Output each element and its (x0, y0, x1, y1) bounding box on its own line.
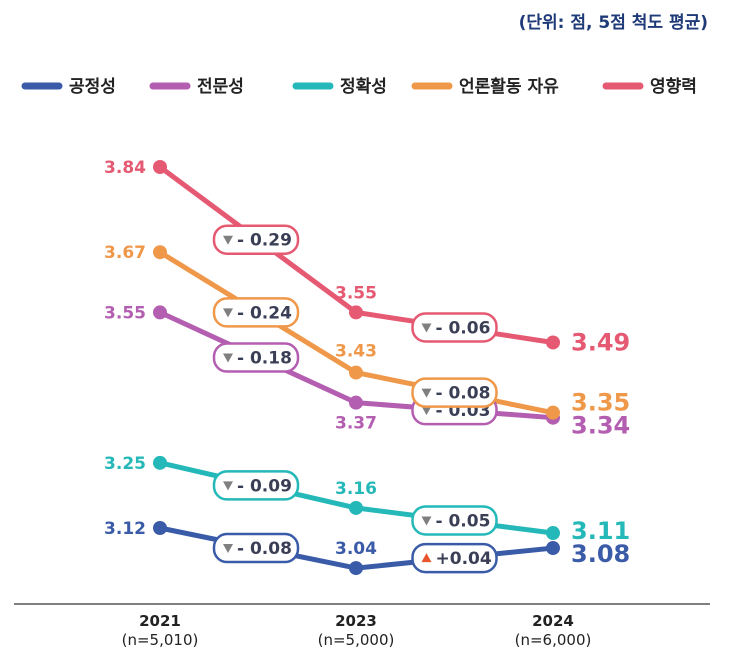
change-value: - 0.08 (237, 539, 292, 559)
point-label: 3.11 (571, 517, 630, 545)
point-label: 3.25 (104, 454, 146, 474)
x-axis-ticks: 2021(n=5,010) 2023(n=5,000) 2024(n=6,000) (122, 612, 592, 649)
change-badge-box (411, 542, 498, 574)
change-badge-box (411, 505, 498, 536)
data-point (153, 455, 167, 470)
unit-note: (단위: 점, 5점 척도 평균) (519, 13, 708, 33)
legend-label: 언론활동 자유 (459, 76, 559, 97)
up-triangle-icon (421, 553, 432, 563)
change-badge: +0.04 (411, 542, 498, 574)
change-badge: - 0.18 (212, 342, 300, 373)
data-point (349, 500, 363, 515)
point-label: 3.12 (104, 519, 146, 539)
down-triangle-icon (223, 544, 233, 554)
change-value: - 0.06 (436, 318, 491, 338)
change-value: - 0.24 (237, 303, 292, 323)
point-label: 3.34 (571, 412, 630, 440)
down-triangle-icon (223, 353, 233, 363)
data-point (349, 365, 363, 380)
x-tick-sublabel: (n=6,000) (515, 631, 592, 649)
data-point (546, 541, 560, 556)
data-point (349, 305, 363, 320)
change-badge: - 0.24 (212, 297, 300, 328)
change-badge-box (212, 532, 300, 564)
point-label: 3.37 (335, 414, 377, 434)
down-triangle-icon (223, 481, 233, 491)
change-value: - 0.29 (237, 231, 292, 251)
point-label: 3.84 (104, 158, 146, 178)
change-value: - 0.18 (237, 349, 292, 369)
data-point (546, 335, 560, 350)
data-point (349, 395, 363, 410)
legend: 공정성 전문성 정확성 언론활동 자유 영향력 (21, 76, 697, 97)
point-label: 3.49 (571, 328, 630, 356)
series-markers (153, 160, 560, 576)
data-point (153, 245, 167, 260)
down-triangle-icon (223, 308, 233, 318)
change-badge: - 0.29 (212, 224, 300, 255)
point-label: 3.55 (104, 303, 146, 323)
x-tick-label: 2023 (335, 612, 377, 630)
change-badge-box (411, 312, 498, 343)
point-label: 3.04 (335, 539, 377, 559)
data-point (349, 561, 363, 576)
change-badge-box (212, 297, 300, 328)
down-triangle-icon (421, 516, 432, 526)
down-triangle-icon (421, 406, 432, 416)
down-triangle-icon (223, 235, 233, 245)
change-badge-box (212, 470, 300, 501)
down-triangle-icon (421, 323, 432, 333)
point-label: 3.43 (335, 342, 377, 362)
x-tick-label: 2024 (532, 612, 574, 630)
data-point (153, 305, 167, 320)
x-tick-label: 2021 (139, 612, 181, 630)
change-value: +0.04 (436, 549, 492, 569)
point-label: 3.16 (335, 479, 377, 499)
change-badge: - 0.05 (411, 505, 498, 536)
data-point (546, 526, 560, 541)
change-badge-box (411, 377, 498, 408)
change-value: - 0.08 (436, 384, 491, 404)
change-badge: - 0.06 (411, 312, 498, 343)
change-badge-box (212, 342, 300, 373)
change-badge: - 0.08 (212, 532, 300, 564)
legend-label: 전문성 (197, 77, 244, 97)
down-triangle-icon (421, 388, 432, 398)
point-label: 3.08 (571, 540, 630, 568)
data-point (153, 160, 167, 174)
change-value: - 0.09 (237, 476, 292, 496)
data-point (546, 405, 560, 420)
change-value: - 0.05 (436, 511, 491, 531)
point-label: 3.35 (571, 389, 630, 417)
change-badge: - 0.09 (212, 470, 300, 501)
change-badge: - 0.08 (411, 377, 498, 408)
legend-label: 정확성 (340, 77, 387, 97)
change-badges: - 0.08+0.04- 0.18- 0.03- 0.09- 0.05- 0.2… (212, 224, 498, 574)
point-label: 3.55 (335, 283, 377, 303)
point-label: 3.67 (104, 243, 146, 263)
legend-label: 공정성 (69, 77, 116, 97)
data-point (153, 521, 167, 535)
change-badge-box (212, 224, 300, 255)
legend-label: 영향력 (650, 76, 697, 97)
point-labels: 3.12 3.04 3.08 3.55 3.37 3.34 3.25 3.16 3.11 3.67… (104, 158, 630, 568)
x-tick-sublabel: (n=5,000) (318, 631, 395, 649)
x-tick-sublabel: (n=5,010) (122, 631, 199, 649)
